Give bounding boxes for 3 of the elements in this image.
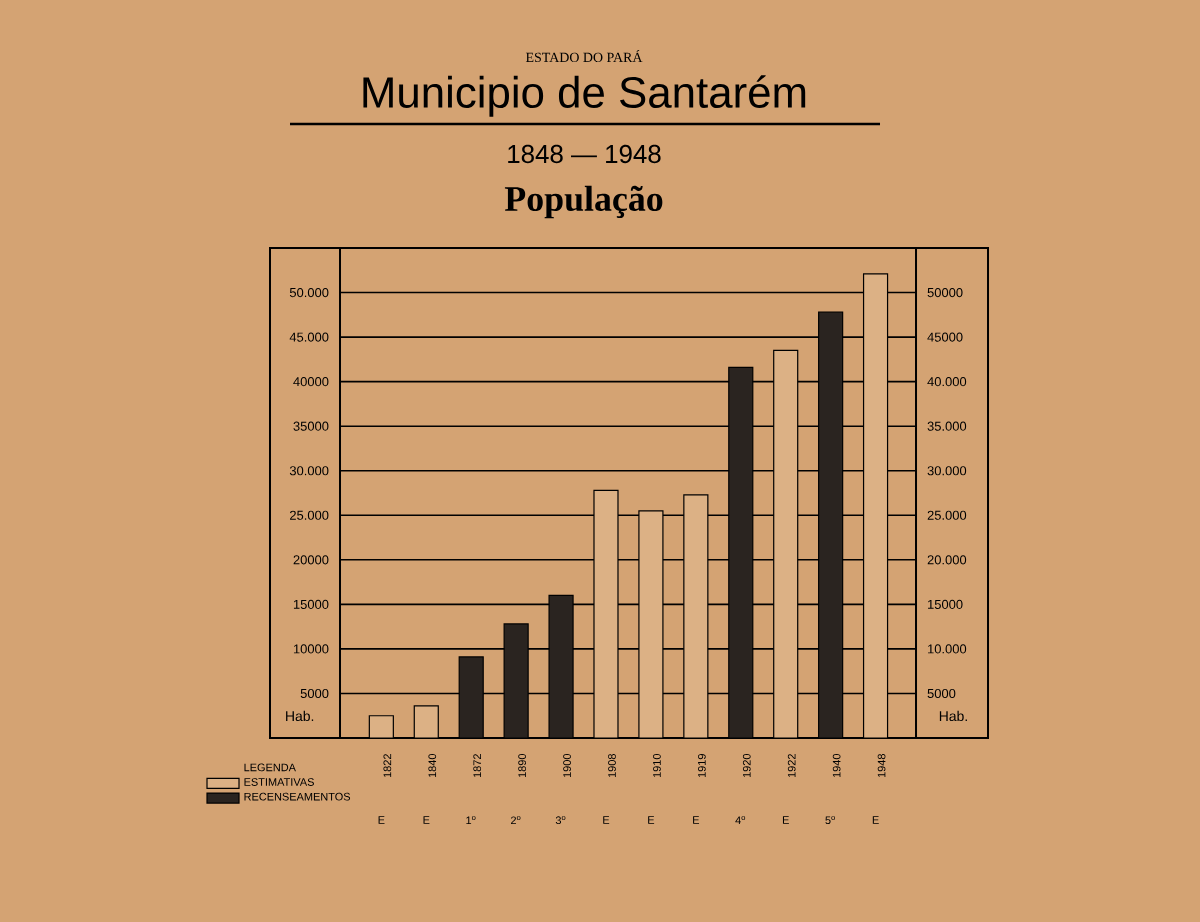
text: População [504,185,663,219]
chart-subtitle: 1848 — 1948 [508,144,661,164]
chart-title: Municipio de Santarém [363,75,806,117]
